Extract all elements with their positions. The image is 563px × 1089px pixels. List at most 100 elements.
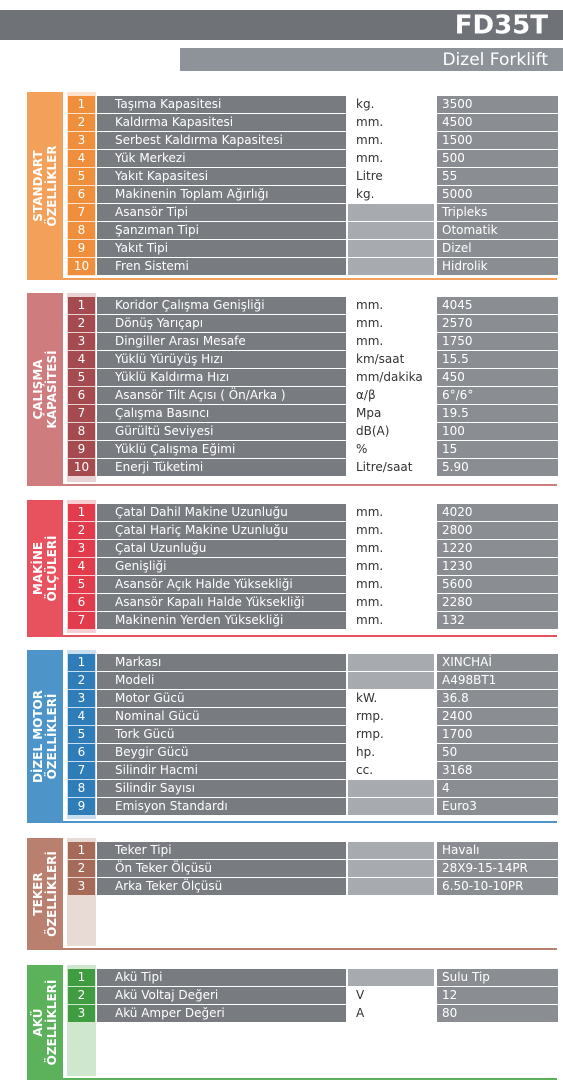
section-bottom-line bbox=[27, 635, 557, 637]
row-number: 3 bbox=[78, 133, 86, 147]
row-name-cell bbox=[97, 762, 346, 779]
row-number: 4 bbox=[78, 709, 86, 723]
row-unit-cell bbox=[348, 441, 434, 458]
row-name: Beygir Gücü bbox=[115, 745, 189, 759]
row-unit: α/β bbox=[356, 388, 376, 402]
row-name-cell bbox=[97, 423, 346, 440]
row-unit-cell bbox=[348, 150, 434, 167]
row-number-cell bbox=[68, 114, 95, 131]
row-unit-cell bbox=[348, 540, 434, 557]
section-title-line: MAKİNE bbox=[30, 542, 45, 595]
row-unit: % bbox=[356, 442, 367, 456]
row-value-cell bbox=[437, 168, 558, 185]
row-number-cell bbox=[68, 762, 95, 779]
row-value: Euro3 bbox=[442, 799, 477, 813]
row-name: Emisyon Standardı bbox=[115, 799, 228, 813]
row-unit: mm. bbox=[356, 115, 383, 129]
section-title-line: ÖZELLİKLERİ bbox=[44, 694, 59, 780]
row-unit: kg. bbox=[356, 187, 374, 201]
row-number: 9 bbox=[78, 442, 86, 456]
section-title-line: KAPASİTESİ bbox=[44, 350, 59, 428]
row-value-cell bbox=[437, 860, 558, 877]
row-number: 3 bbox=[78, 691, 86, 705]
row-unit-cell bbox=[348, 504, 434, 521]
row-value-cell bbox=[437, 423, 558, 440]
model-title: FD35T bbox=[455, 11, 549, 41]
row-name: Tork Gücü bbox=[114, 727, 174, 741]
row-name: Asansör Tipi bbox=[115, 205, 188, 219]
row-unit-cell bbox=[348, 315, 434, 332]
row-number: 2 bbox=[78, 115, 86, 129]
row-number: 7 bbox=[78, 763, 86, 777]
row-unit-cell bbox=[348, 762, 434, 779]
row-value-cell bbox=[437, 369, 558, 386]
row-name-cell bbox=[97, 150, 346, 167]
row-unit: mm. bbox=[356, 577, 383, 591]
row-name-cell bbox=[97, 969, 346, 986]
row-unit-cell bbox=[348, 369, 434, 386]
row-value: Tripleks bbox=[441, 205, 487, 219]
row-value: 3500 bbox=[442, 97, 473, 111]
row-value: 6°/6° bbox=[442, 388, 473, 402]
row-name: Silindir Hacmi bbox=[115, 763, 198, 777]
row-name-cell bbox=[97, 654, 346, 671]
row-value-cell bbox=[437, 594, 558, 611]
row-number-cell bbox=[68, 150, 95, 167]
row-name-cell bbox=[97, 258, 346, 275]
row-name: Akü Amper Değeri bbox=[115, 1006, 225, 1020]
row-number-cell bbox=[68, 459, 95, 476]
row-number-cell bbox=[68, 594, 95, 611]
row-number-cell bbox=[68, 204, 95, 221]
row-unit-cell bbox=[348, 297, 434, 314]
row-name: Dönüş Yarıçapı bbox=[115, 316, 203, 330]
row-number-cell bbox=[68, 878, 95, 895]
row-name: Teker Tipi bbox=[114, 843, 172, 857]
row-value-cell bbox=[437, 258, 558, 275]
row-value: 2400 bbox=[442, 709, 473, 723]
section-label-block bbox=[27, 650, 63, 823]
row-unit-cell bbox=[348, 1005, 434, 1022]
row-name-cell bbox=[97, 315, 346, 332]
row-name-cell bbox=[97, 594, 346, 611]
row-value-cell bbox=[437, 708, 558, 725]
row-number-cell bbox=[68, 333, 95, 350]
row-number: 3 bbox=[78, 879, 86, 893]
row-unit: mm. bbox=[356, 541, 383, 555]
row-value: 5.90 bbox=[442, 460, 469, 474]
row-unit-cell bbox=[348, 240, 434, 257]
row-unit: kW. bbox=[356, 691, 377, 705]
subtitle-bar bbox=[180, 48, 563, 71]
row-value-cell bbox=[437, 297, 558, 314]
row-value-cell bbox=[437, 114, 558, 131]
row-name-cell bbox=[97, 297, 346, 314]
row-unit: A bbox=[356, 1006, 365, 1020]
row-value: 1500 bbox=[442, 133, 473, 147]
row-value-cell bbox=[437, 540, 558, 557]
row-number-cell bbox=[68, 726, 95, 743]
row-name: Kaldırma Kapasitesi bbox=[115, 115, 233, 129]
row-value: Hidrolik bbox=[442, 259, 488, 273]
row-value-cell bbox=[437, 576, 558, 593]
row-unit: mm. bbox=[356, 316, 383, 330]
row-name-cell bbox=[97, 878, 346, 895]
row-unit-cell bbox=[348, 333, 434, 350]
section-title: DİZEL MOTORÖZELLİKLERİ bbox=[30, 690, 59, 783]
row-value-cell bbox=[437, 441, 558, 458]
row-value: A498BT1 bbox=[442, 673, 496, 687]
row-unit-cell bbox=[348, 132, 434, 149]
row-name: Akü Tipi bbox=[115, 970, 162, 984]
section-title-line: ÖZELLİKLERİ bbox=[44, 851, 59, 937]
row-unit-cell bbox=[348, 351, 434, 368]
row-unit-cell bbox=[348, 708, 434, 725]
row-name: Asansör Kapalı Halde Yüksekliği bbox=[115, 595, 304, 609]
row-value-cell bbox=[437, 654, 558, 671]
row-number: 1 bbox=[78, 298, 86, 312]
row-name: Serbest Kaldırma Kapasitesi bbox=[115, 133, 283, 147]
row-value: 19.5 bbox=[442, 406, 469, 420]
row-value: 132 bbox=[442, 613, 465, 627]
row-number: 5 bbox=[78, 169, 86, 183]
row-number: 3 bbox=[78, 1006, 86, 1020]
row-number-cell bbox=[68, 222, 95, 239]
row-unit: dB(A) bbox=[356, 424, 389, 438]
row-value: 55 bbox=[442, 169, 457, 183]
